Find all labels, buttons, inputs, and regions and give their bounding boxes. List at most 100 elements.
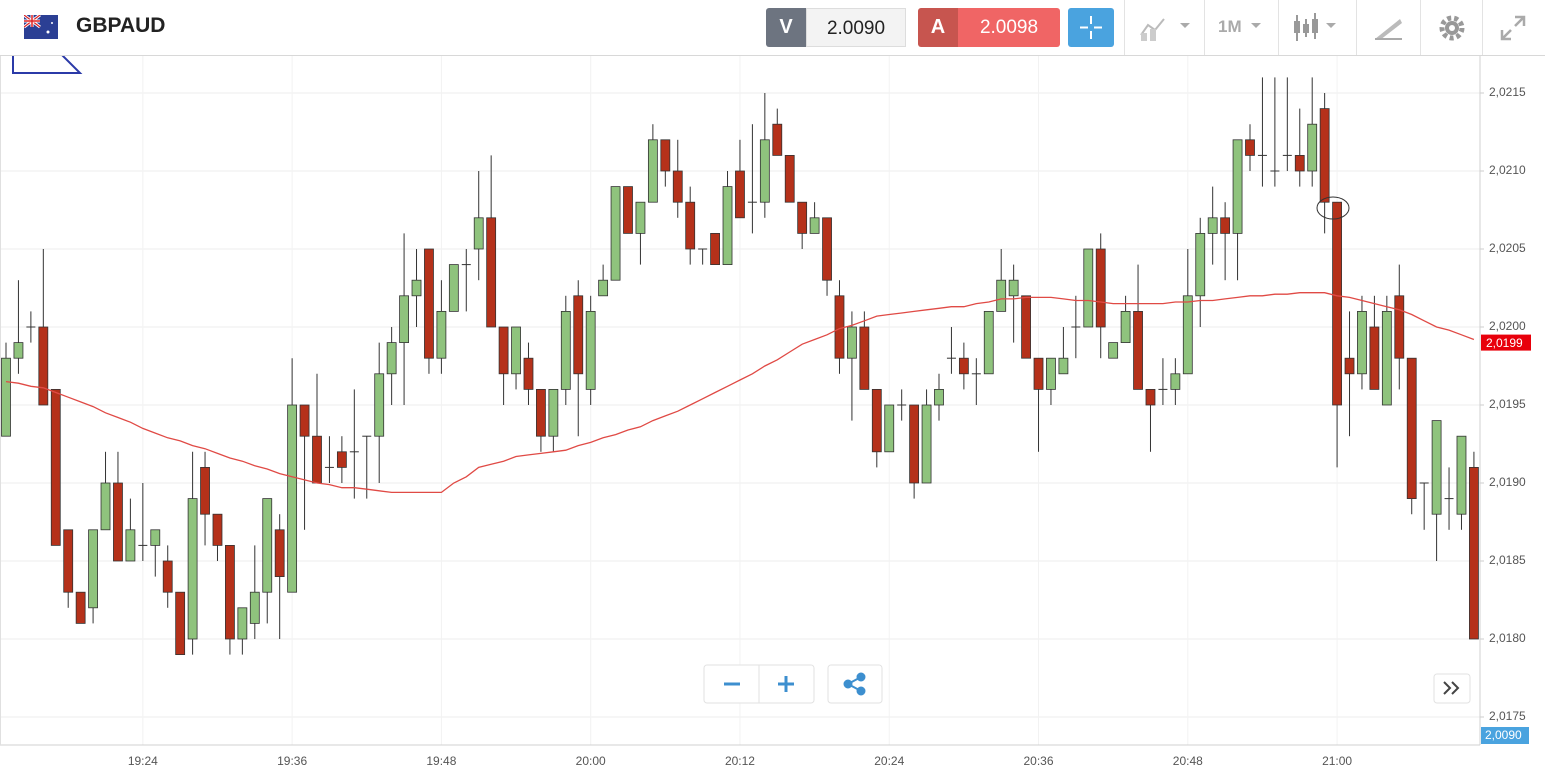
- candle-body: [63, 529, 74, 593]
- candle-body: [1270, 170, 1280, 172]
- scroll-right-button[interactable]: [1433, 673, 1471, 704]
- candle: [324, 436, 334, 483]
- candle-body: [610, 186, 621, 281]
- sell-price[interactable]: 2.0090: [806, 8, 906, 47]
- candle: [249, 545, 260, 639]
- candle: [523, 342, 534, 405]
- candle: [498, 326, 509, 405]
- candle-body: [436, 310, 447, 359]
- candle: [946, 327, 956, 374]
- candle: [1245, 124, 1255, 171]
- candle-body: [573, 295, 584, 375]
- candle-body: [635, 201, 646, 234]
- chart-type-button[interactable]: [1138, 13, 1198, 43]
- timeframe-caret: [1251, 23, 1261, 28]
- y-tick-label: 2,0215: [1489, 85, 1526, 99]
- candle: [75, 591, 86, 624]
- candle-body: [598, 279, 609, 297]
- drawing-tools-button[interactable]: [1372, 13, 1406, 43]
- candle-body: [772, 123, 783, 156]
- candle-body: [374, 373, 385, 437]
- candle: [847, 311, 857, 421]
- candle: [200, 451, 210, 546]
- x-tick-label: 19:36: [277, 754, 307, 768]
- buy-price[interactable]: 2.0098: [958, 8, 1060, 47]
- candle: [1369, 295, 1380, 390]
- candle: [610, 186, 621, 281]
- candle-body: [672, 170, 683, 203]
- candle-body: [1021, 295, 1031, 359]
- separator: [1482, 0, 1483, 55]
- candle-body: [411, 279, 422, 297]
- y-tick-label: 2,0200: [1489, 319, 1526, 333]
- candle: [698, 248, 708, 265]
- x-tick-label: 20:24: [874, 754, 904, 768]
- candle: [411, 249, 422, 327]
- candle: [536, 388, 546, 452]
- candle: [312, 373, 322, 484]
- candle-body: [212, 513, 223, 546]
- candle-body: [971, 373, 981, 375]
- buy-label[interactable]: A: [918, 8, 958, 47]
- y-tick-label: 2,0195: [1489, 397, 1526, 411]
- candle-body: [623, 186, 633, 234]
- candle-body: [1046, 357, 1056, 390]
- candle-type-button[interactable]: [1290, 11, 1350, 45]
- candle: [1021, 295, 1031, 359]
- candle: [399, 233, 409, 405]
- y-tick-label: 2,0185: [1489, 553, 1526, 567]
- candle-body: [1071, 326, 1081, 328]
- candle-body: [175, 591, 186, 656]
- candle: [187, 451, 198, 655]
- candle: [1469, 451, 1479, 640]
- candle: [1456, 435, 1467, 530]
- candle-body: [1058, 357, 1069, 375]
- candle-body: [1033, 357, 1044, 390]
- crosshair-button[interactable]: [1068, 8, 1114, 47]
- candle-body: [1394, 295, 1405, 359]
- candle: [971, 358, 981, 405]
- scroll-right-icon: [1443, 681, 1460, 695]
- y-tick-label: 2,0205: [1489, 241, 1526, 255]
- candle-body: [399, 295, 409, 343]
- candle-body: [784, 154, 795, 203]
- separator: [1278, 0, 1279, 55]
- share-button[interactable]: [827, 664, 883, 704]
- timeframe[interactable]: 1M: [1218, 17, 1242, 36]
- settings-button[interactable]: [1437, 13, 1467, 43]
- candle: [1257, 77, 1267, 187]
- candle: [1220, 202, 1231, 281]
- candle: [1133, 264, 1143, 390]
- candle: [125, 498, 136, 562]
- candle-body: [486, 217, 497, 328]
- zoom-in[interactable]: [778, 676, 794, 692]
- candle: [560, 295, 571, 405]
- candle: [1008, 264, 1019, 343]
- candle-body: [1108, 342, 1119, 359]
- candle-body: [13, 342, 24, 359]
- candle-body: [1158, 388, 1168, 390]
- y-tick-label: 2,0210: [1489, 163, 1526, 177]
- candle-body: [871, 388, 882, 453]
- candle-body: [710, 232, 720, 265]
- candle-body: [75, 591, 86, 624]
- candle-body: [735, 170, 745, 219]
- candle: [710, 232, 720, 265]
- sell-label[interactable]: V: [766, 8, 806, 47]
- candle-body: [1, 357, 11, 437]
- price-tag-label: 2,0199: [1486, 336, 1523, 350]
- candle-body: [1369, 326, 1380, 390]
- candle: [299, 404, 310, 530]
- candle: [374, 342, 385, 483]
- candle: [548, 388, 559, 452]
- fullscreen-button[interactable]: [1498, 13, 1528, 43]
- x-tick-label: 21:00: [1322, 754, 1352, 768]
- bid-tag: [1481, 727, 1529, 744]
- candle-body: [884, 404, 895, 453]
- candle-body: [797, 201, 808, 234]
- candle: [1357, 295, 1367, 390]
- candle: [1158, 358, 1168, 405]
- candle: [113, 451, 123, 562]
- candle-body: [759, 139, 770, 203]
